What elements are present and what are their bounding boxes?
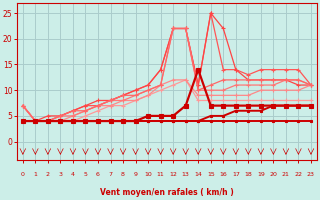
X-axis label: Vent moyen/en rafales ( km/h ): Vent moyen/en rafales ( km/h ) [100, 188, 234, 197]
